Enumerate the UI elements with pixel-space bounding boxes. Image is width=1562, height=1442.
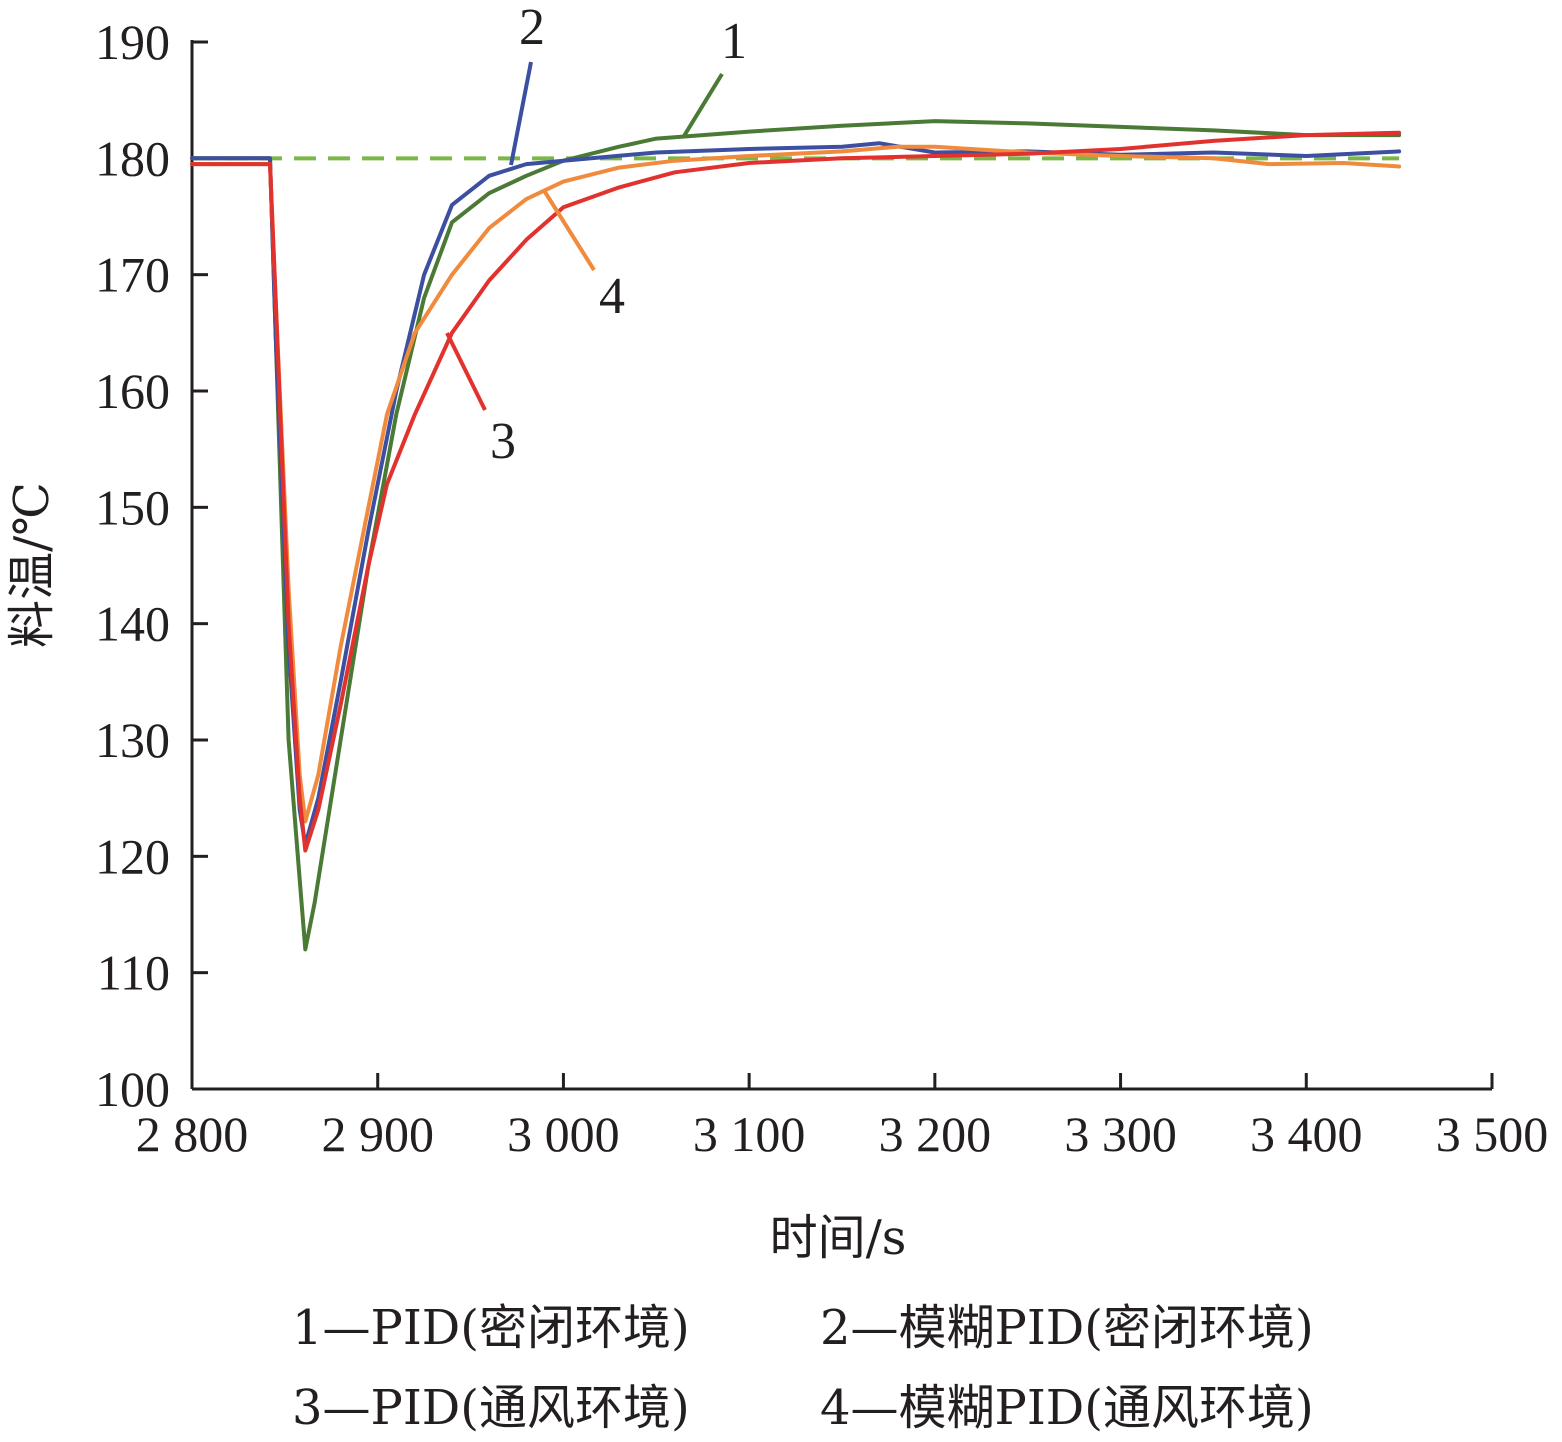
legend-item-2: 2—模糊PID(密闭环境) (820, 1300, 1314, 1356)
x-tick-label: 3 500 (1436, 1106, 1549, 1162)
callout-leader-4 (543, 190, 596, 272)
series-line-4 (190, 144, 1402, 824)
x-tick-label: 3 300 (1064, 1106, 1177, 1162)
x-tick-label: 3 200 (879, 1106, 992, 1162)
x-tick-label: 3 400 (1250, 1106, 1363, 1162)
y-tick-label: 170 (95, 247, 170, 303)
legend-item-1: 1—PID(密闭环境) (292, 1300, 690, 1356)
callouts: 1 2 3 4 (445, 0, 747, 470)
callout-leader-3 (445, 332, 487, 411)
y-axis-title: 料温/℃ (4, 482, 60, 648)
legend: 1—PID(密闭环境) 2—模糊PID(密闭环境) 3—PID(通风环境) 4—… (292, 1300, 1314, 1436)
y-tick-label: 180 (95, 130, 170, 186)
x-tick-label: 2 800 (136, 1106, 249, 1162)
callout-leader-1 (682, 72, 724, 138)
y-tick-label: 190 (95, 14, 170, 70)
series-line-3 (190, 130, 1402, 853)
x-tick-label: 2 900 (321, 1106, 434, 1162)
y-tick-label: 130 (95, 712, 170, 768)
callout-label-2: 2 (519, 0, 545, 56)
legend-item-3: 3—PID(通风环境) (292, 1380, 690, 1436)
y-tick-label: 150 (95, 479, 170, 535)
x-axis-title: 时间/s (770, 1210, 907, 1266)
y-tick-label: 120 (95, 828, 170, 884)
callout-label-3: 3 (490, 413, 516, 470)
x-tick-label: 3 000 (507, 1106, 620, 1162)
axes: 100 110 120 130 140 150 160 170 180 190 2 800 2 900… (95, 14, 1548, 1162)
y-tick-label: 110 (97, 945, 170, 1001)
x-tick-label: 3 100 (693, 1106, 806, 1162)
series-line-1 (190, 119, 1402, 952)
y-tick-label: 160 (95, 363, 170, 419)
callout-leader-2 (509, 61, 533, 166)
series-group (190, 119, 1402, 952)
legend-item-4: 4—模糊PID(通风环境) (820, 1380, 1314, 1436)
y-tick-label: 100 (95, 1061, 170, 1117)
callout-label-4: 4 (599, 268, 625, 325)
callout-label-1: 1 (721, 13, 747, 70)
y-tick-label: 140 (95, 596, 170, 652)
axis-labels: 时间/s 料温/℃ (4, 482, 906, 1266)
